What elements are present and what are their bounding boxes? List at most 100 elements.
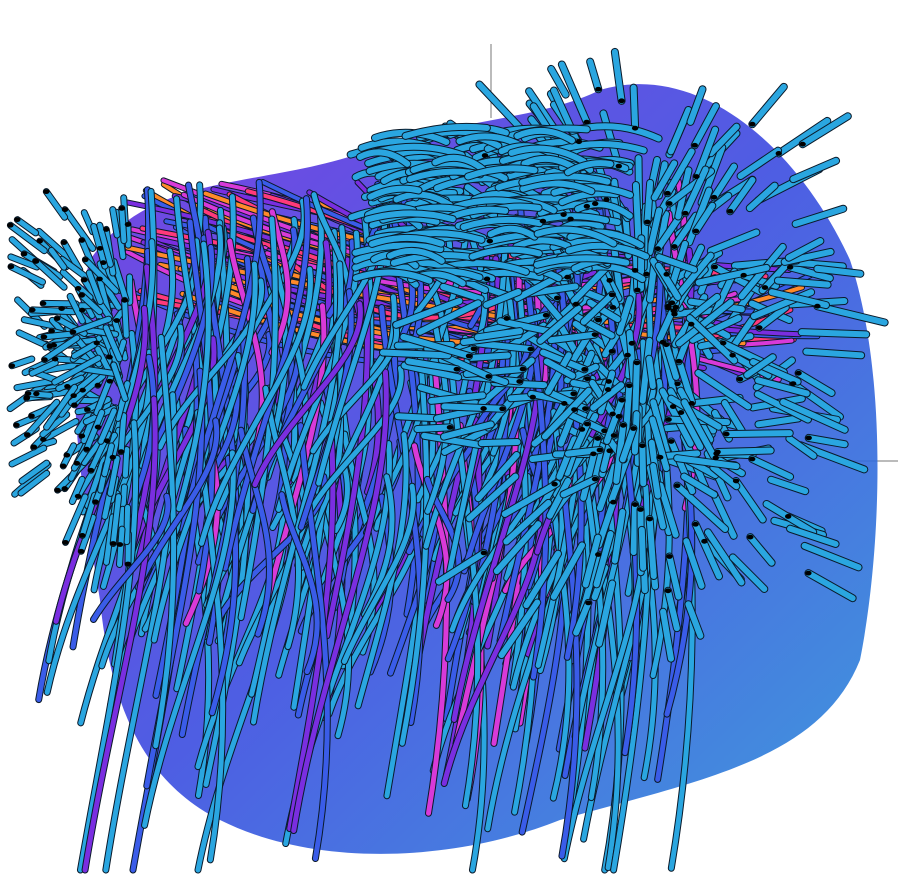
streamtube [676, 299, 734, 347]
seed-dot [671, 244, 678, 249]
seed-dot [73, 460, 81, 466]
seed-dot [575, 139, 583, 145]
seed-dot [529, 394, 536, 400]
streamtube [91, 493, 171, 622]
seed-dot [663, 342, 670, 348]
streamtube [29, 307, 77, 315]
seed-dot [71, 402, 78, 408]
streamtube [580, 291, 616, 325]
streamtube [387, 247, 445, 264]
streamtube [135, 418, 220, 590]
seed-dot [94, 382, 102, 388]
streamtube [749, 83, 787, 128]
streamtube [792, 205, 847, 227]
streamtube [465, 165, 538, 180]
streamtube [603, 397, 625, 444]
seed-dot [551, 481, 558, 487]
streamtube [787, 525, 839, 547]
streamtube [613, 422, 627, 484]
streamtube [43, 189, 68, 220]
seed-dot [78, 548, 85, 554]
streamtube [301, 365, 404, 525]
seed-dot [36, 238, 43, 244]
streamtube [487, 225, 538, 240]
seed-dot [726, 208, 734, 214]
seed-dot [775, 151, 782, 156]
streamtube [611, 509, 626, 564]
streamtube [82, 396, 158, 873]
streamtube [399, 348, 430, 746]
streamtube [573, 599, 592, 636]
seed-dot [33, 391, 40, 397]
seed-dot [637, 507, 644, 512]
streamtube [9, 356, 35, 369]
streamtube [565, 242, 650, 260]
seed-dot [582, 406, 589, 412]
seed-dot [78, 307, 86, 313]
streamtube [546, 477, 571, 519]
seed-dot [486, 238, 494, 244]
streamtube [82, 257, 119, 294]
seed-dot [688, 400, 695, 406]
seed-dot [116, 542, 124, 547]
streamtube [68, 373, 106, 405]
streamtube [71, 342, 97, 359]
seed-dot [592, 201, 599, 207]
streamtube [56, 375, 84, 392]
streamtube [756, 304, 789, 331]
seed-dot [24, 391, 32, 396]
streamtube [157, 278, 265, 450]
streamtube [440, 283, 484, 302]
seed-dot [578, 426, 586, 432]
streamtube [674, 482, 729, 533]
seed-dot [615, 163, 622, 169]
streamtube [541, 387, 592, 440]
streamtube [86, 270, 103, 305]
streamtube [537, 305, 582, 344]
streamtube [711, 163, 738, 201]
seed-dot [805, 435, 812, 441]
streamtube [485, 379, 529, 431]
streamtube [646, 515, 657, 580]
seed-dot [756, 325, 763, 331]
streamtube [393, 298, 463, 328]
seed-dot [634, 287, 641, 293]
streamtube [118, 413, 127, 455]
streamtube [574, 201, 633, 219]
seed-dot [596, 447, 604, 453]
streamtube [660, 608, 674, 662]
streamtube [440, 421, 494, 440]
streamtube [111, 362, 128, 402]
seed-dot [656, 454, 664, 460]
seed-dot [124, 222, 132, 227]
seed-dot [109, 454, 116, 460]
streamtube [14, 217, 39, 236]
streamtube [195, 484, 286, 770]
streamtube [16, 330, 49, 348]
seed-dot [691, 142, 698, 148]
seed-dot [561, 401, 568, 406]
streamtube [744, 354, 776, 378]
seed-dot [54, 487, 61, 493]
seed-dot [43, 189, 50, 195]
streamtube [110, 494, 122, 546]
seed-dot [570, 391, 577, 397]
seed-dot [106, 354, 113, 360]
streamtube [367, 185, 422, 200]
streamtube [18, 470, 50, 496]
seed-dot [584, 376, 591, 382]
streamtube [683, 538, 705, 589]
streamtube [72, 370, 101, 394]
seed-dot [40, 334, 48, 340]
seed-dot [41, 357, 48, 362]
streamtube [269, 209, 291, 356]
seed-dot [620, 422, 627, 428]
streamtube [61, 240, 83, 273]
streamtube [754, 391, 811, 423]
streamtube [630, 84, 639, 132]
streamtube [587, 58, 602, 93]
streamtube [682, 166, 709, 217]
streamtube [686, 315, 738, 364]
streamtube [616, 296, 633, 335]
streamtube [498, 599, 541, 659]
